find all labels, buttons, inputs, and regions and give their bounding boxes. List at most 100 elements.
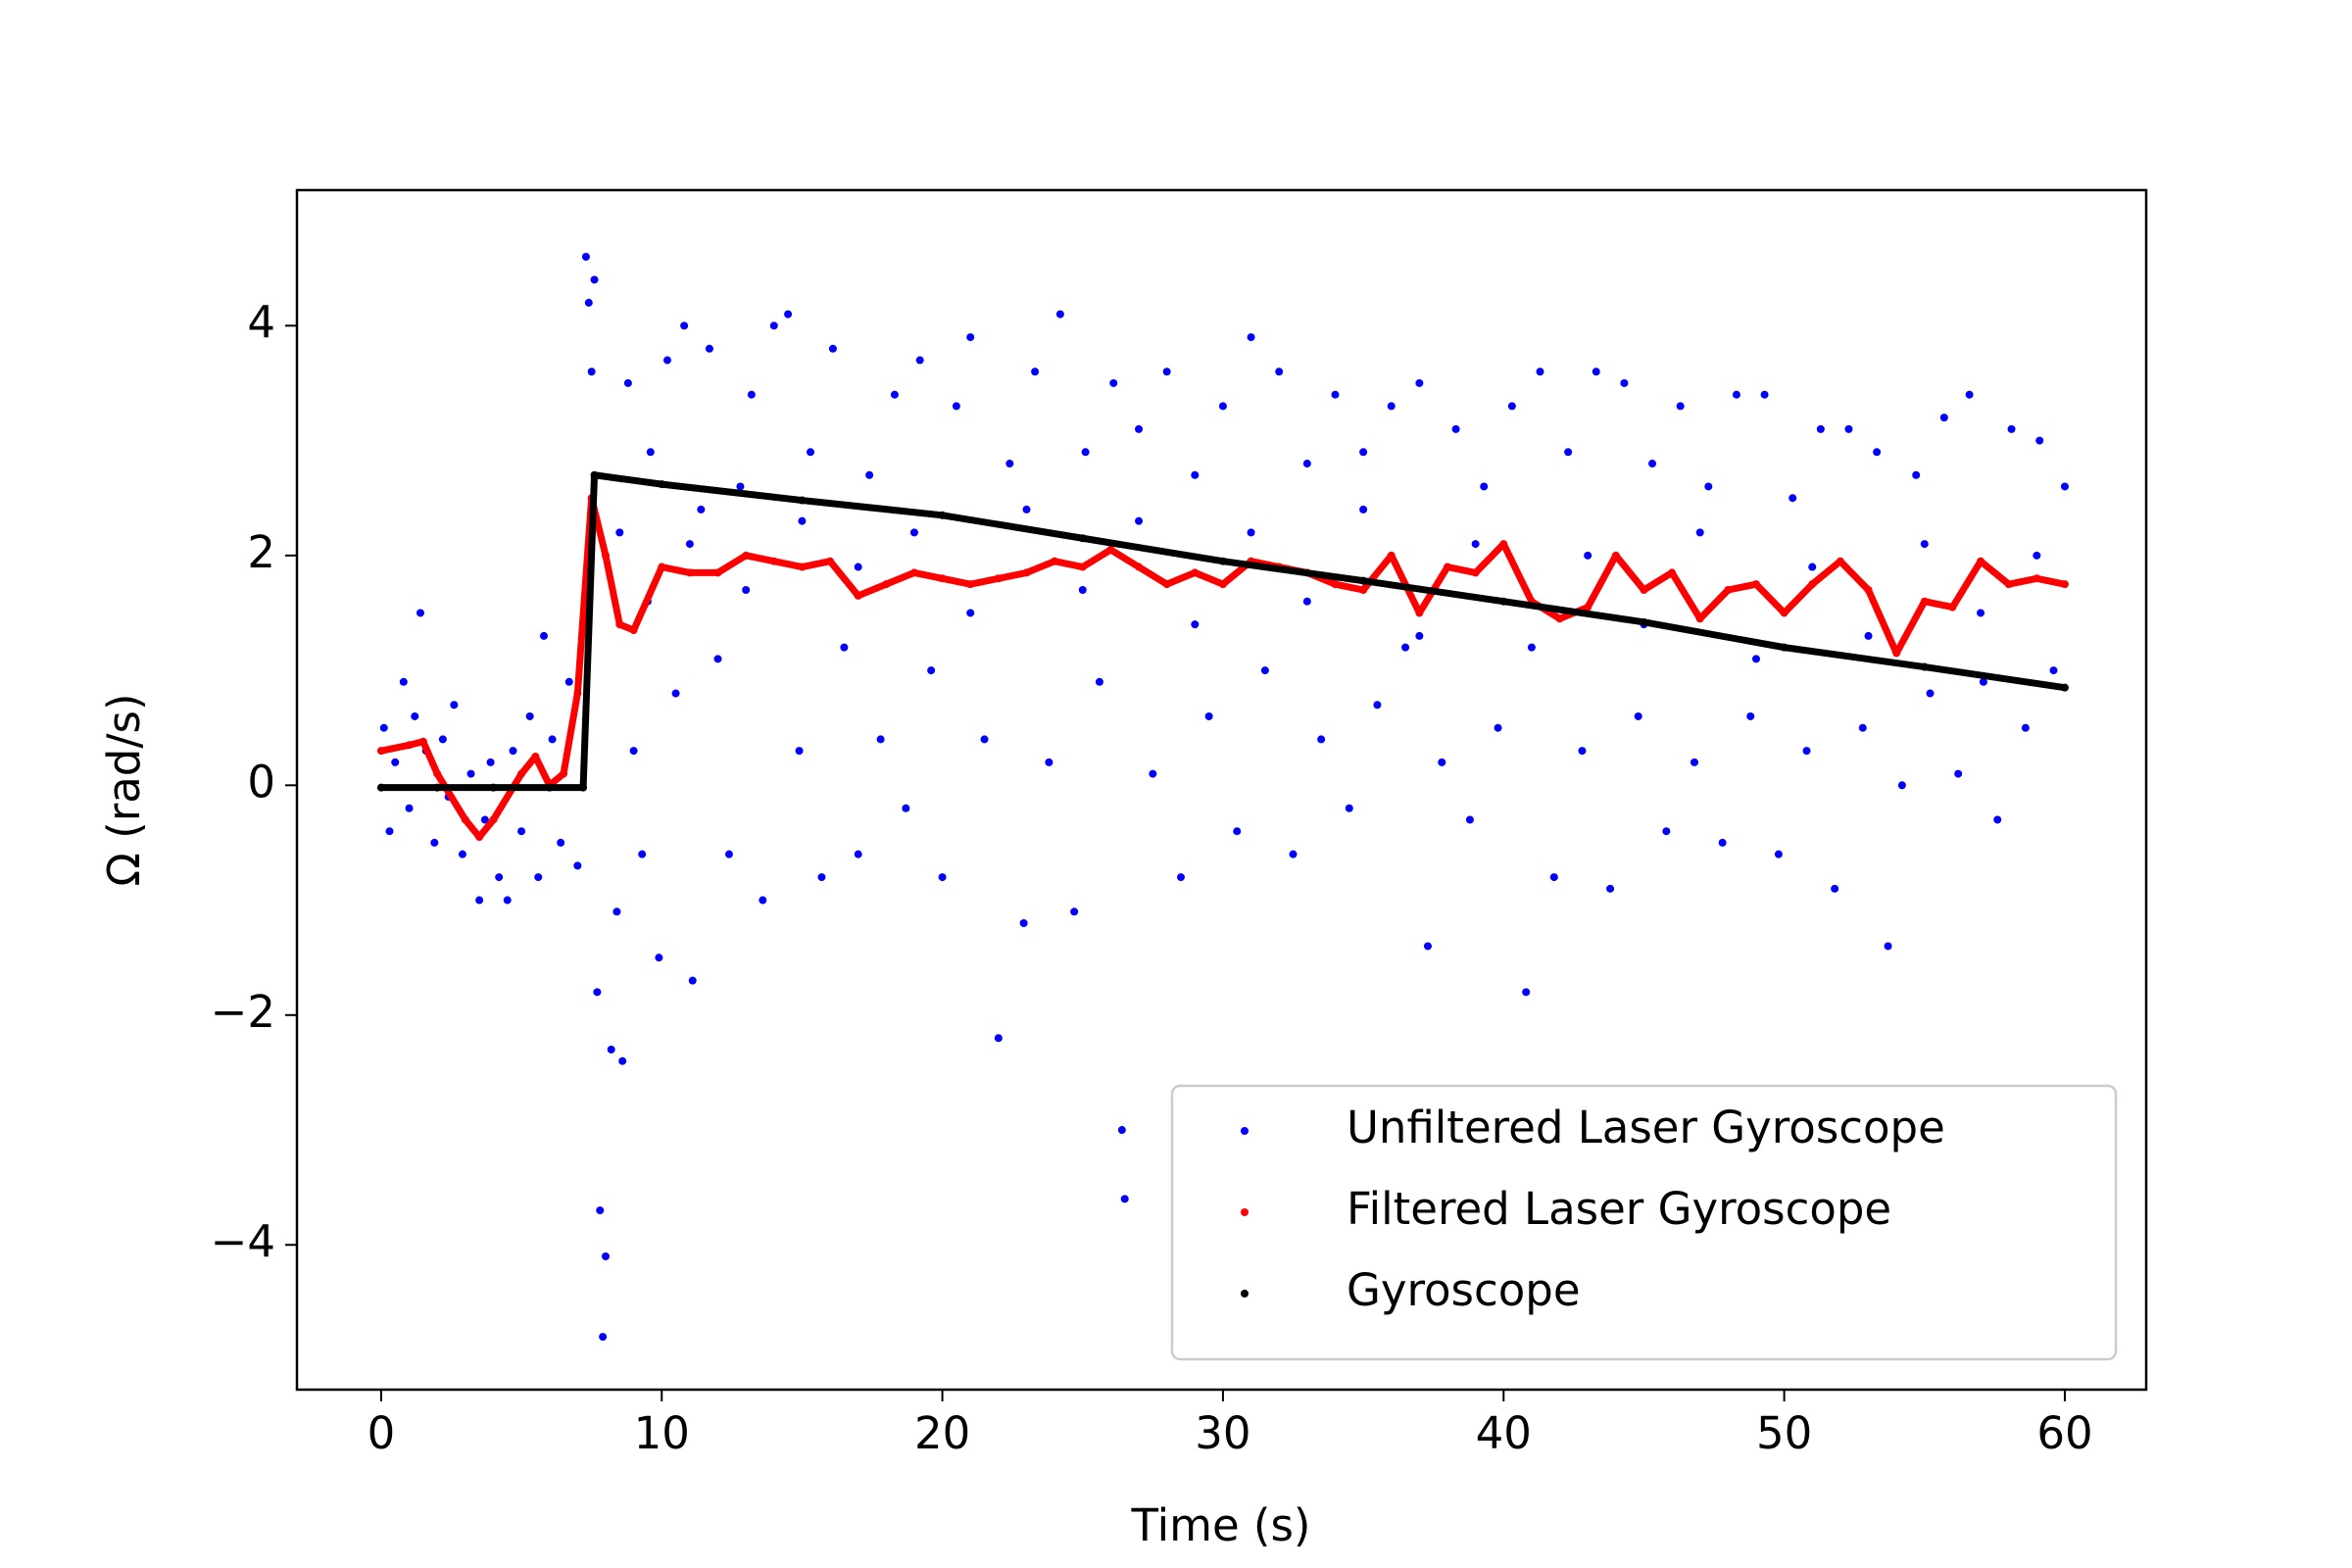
point	[405, 741, 414, 750]
point	[1247, 333, 1255, 342]
point	[584, 298, 593, 307]
y-tick-label: −4	[211, 1215, 275, 1267]
point	[1109, 378, 1118, 387]
point	[517, 769, 526, 778]
point	[1892, 649, 1901, 658]
point	[736, 482, 745, 491]
point	[1808, 580, 1817, 589]
point	[882, 580, 891, 589]
point	[623, 378, 632, 387]
point	[1578, 747, 1587, 756]
point	[1095, 677, 1103, 686]
point	[1415, 609, 1424, 617]
point	[854, 591, 862, 600]
x-tick-label: 0	[368, 1407, 396, 1459]
point	[579, 783, 588, 792]
point	[890, 390, 899, 399]
point	[601, 1252, 610, 1260]
point	[1816, 424, 1825, 433]
point	[1864, 631, 1873, 640]
legend-marker	[1241, 1127, 1249, 1135]
point	[1162, 580, 1171, 589]
point	[685, 540, 694, 549]
point	[1162, 368, 1171, 376]
point	[1022, 568, 1031, 577]
point	[638, 850, 647, 858]
point	[1507, 402, 1516, 411]
point	[1444, 563, 1452, 571]
x-axis-label: Time (s)	[1131, 1499, 1311, 1551]
point	[1802, 747, 1811, 756]
point	[1373, 701, 1382, 710]
point	[1117, 1126, 1126, 1135]
point	[486, 758, 495, 766]
point	[480, 815, 489, 824]
point	[1977, 557, 1985, 565]
y-tick-label: 0	[247, 756, 275, 808]
point	[1135, 516, 1144, 525]
point	[615, 528, 624, 537]
point	[658, 480, 666, 489]
point	[713, 568, 722, 577]
point	[1724, 586, 1733, 594]
point	[952, 402, 960, 411]
point	[1317, 735, 1326, 744]
point	[1081, 448, 1090, 457]
point	[1120, 1195, 1129, 1203]
point	[495, 873, 504, 882]
point	[1078, 563, 1087, 571]
point	[433, 783, 442, 792]
point	[599, 1333, 608, 1342]
point	[795, 747, 804, 756]
point	[1480, 482, 1489, 491]
point	[1648, 460, 1657, 468]
point	[1005, 460, 1014, 468]
x-tick-label: 40	[1476, 1407, 1532, 1459]
point	[1191, 470, 1200, 479]
point	[994, 574, 1003, 583]
point	[724, 850, 733, 858]
point	[817, 873, 826, 882]
point	[564, 677, 573, 686]
point	[826, 557, 835, 565]
point	[517, 827, 526, 836]
y-tick-label: 2	[247, 526, 275, 578]
point	[1149, 769, 1157, 778]
point	[1555, 614, 1564, 623]
point	[1920, 597, 1929, 606]
point	[1019, 919, 1028, 927]
point	[1704, 482, 1713, 491]
point	[560, 769, 568, 778]
point	[489, 783, 498, 792]
point	[2033, 551, 2041, 560]
point	[1218, 402, 1227, 411]
point	[655, 954, 663, 962]
point	[615, 620, 624, 629]
point	[1331, 580, 1340, 589]
point	[854, 850, 862, 858]
point	[1135, 424, 1144, 433]
point	[1718, 838, 1727, 847]
point	[1078, 586, 1087, 594]
point	[1864, 586, 1873, 594]
point	[629, 626, 638, 635]
point	[688, 976, 697, 985]
point	[697, 505, 706, 514]
point	[450, 701, 459, 710]
point	[1302, 460, 1311, 468]
point	[685, 568, 694, 577]
point	[915, 356, 924, 365]
point	[1031, 368, 1040, 376]
point	[1401, 643, 1410, 652]
point	[994, 1034, 1003, 1043]
point	[1022, 505, 1031, 514]
point	[590, 275, 599, 284]
point	[938, 873, 947, 882]
point	[475, 896, 484, 905]
point	[2033, 574, 2041, 583]
point	[1668, 568, 1677, 577]
point	[938, 511, 947, 519]
point	[548, 735, 557, 744]
point	[1233, 827, 1242, 836]
